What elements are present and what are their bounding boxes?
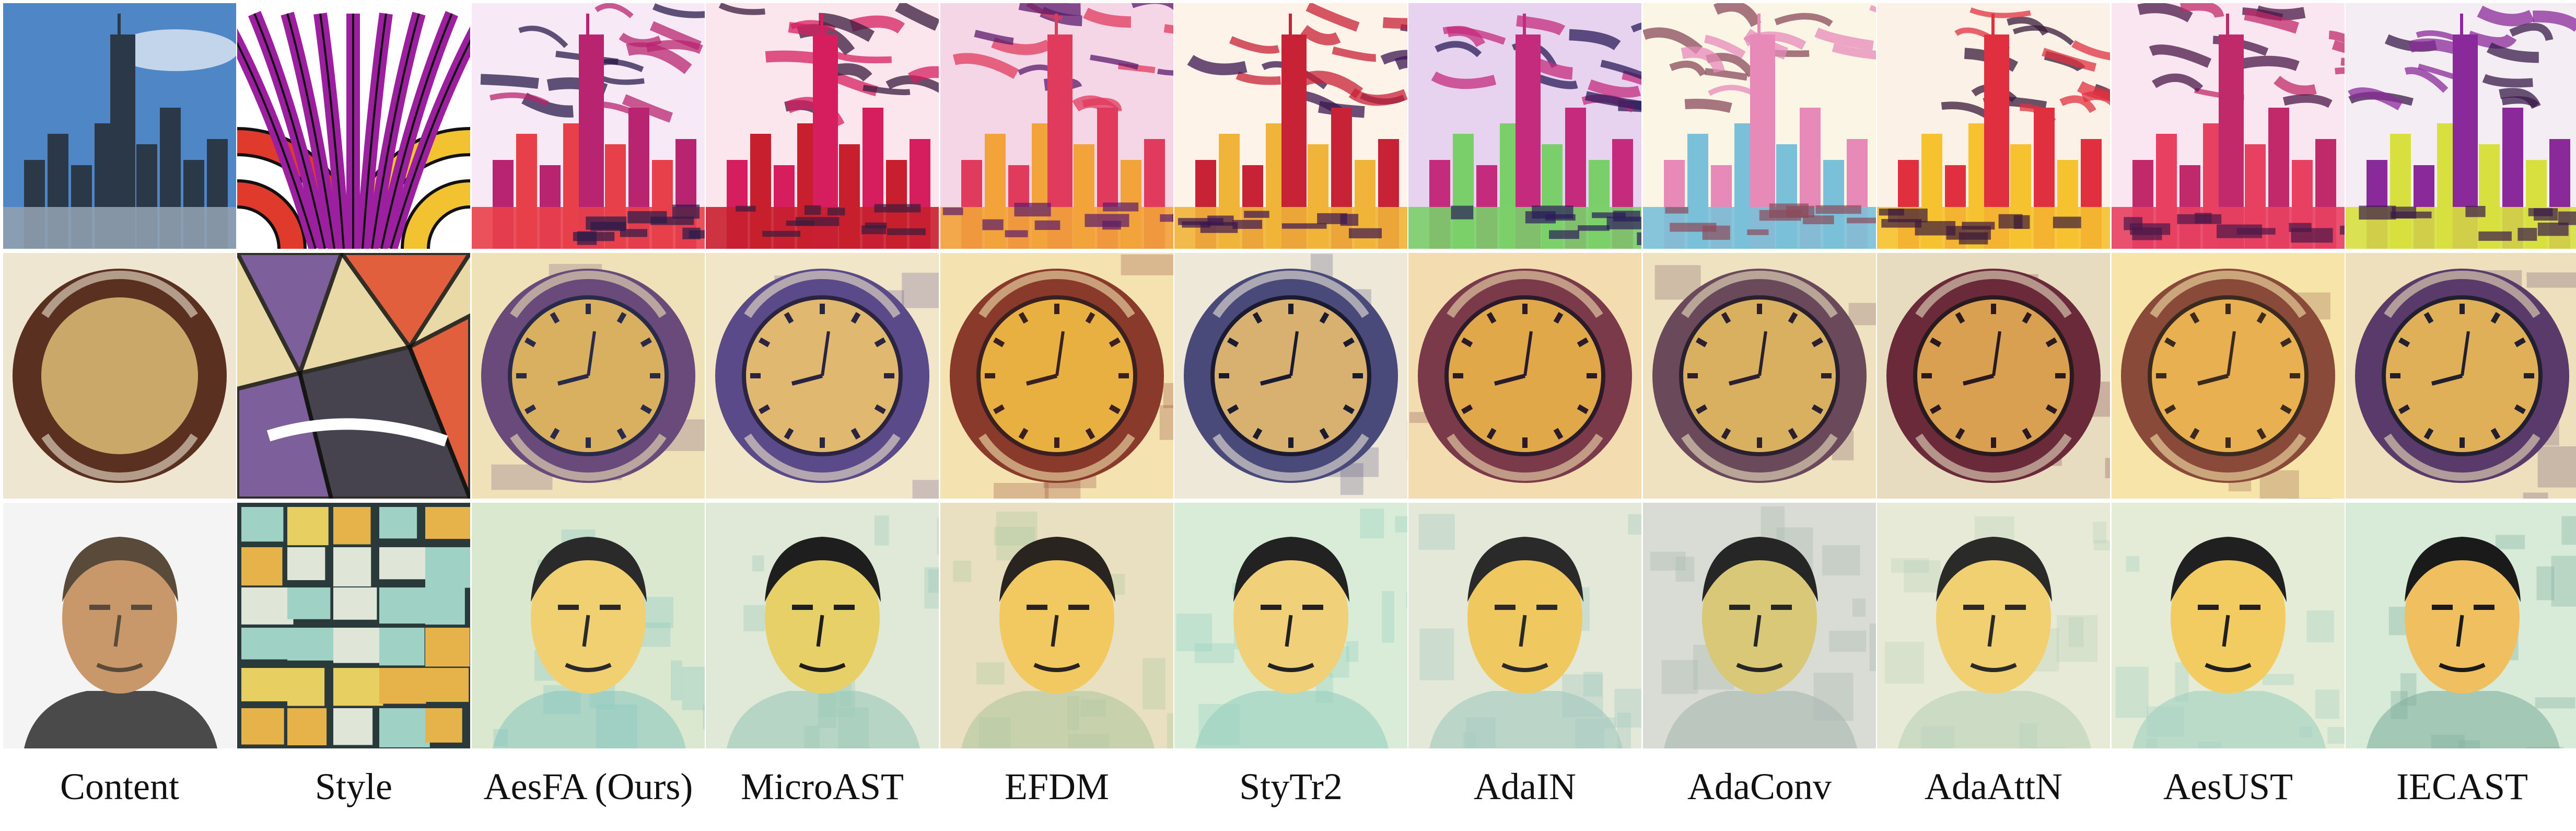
image-portrait-svg [1877,503,2110,748]
image-city-skyline-result-10 [2346,3,2576,249]
image-portrait-svg [3,503,236,748]
image-clock-svg [3,253,236,499]
column-label-1: Style [314,766,392,807]
image-city-skyline-svg [2112,3,2345,249]
image-portrait-svg [2346,503,2576,748]
image-portrait-svg [1408,503,1641,748]
column-label-6: AdaIN [1474,766,1576,807]
image-clock-result-2 [472,253,705,499]
image-city-skyline-content-0 [3,3,236,249]
image-portrait-svg [940,503,1173,748]
image-clock-result-9 [2112,253,2345,499]
image-city-skyline-svg [1877,3,2110,249]
image-portrait-style-1 [237,503,470,748]
column-label-7: AdaConv [1687,766,1832,807]
image-clock-svg [2112,253,2345,499]
image-city-skyline-svg [706,3,939,249]
image-city-skyline-svg [2346,3,2576,249]
image-city-skyline-result-5 [1174,3,1407,249]
image-clock-svg [237,253,470,499]
image-clock-result-6 [1408,253,1641,499]
image-portrait-content-0 [3,503,236,748]
column-label-8: AdaAttN [1925,766,2062,807]
column-label-4: EFDM [1004,766,1110,807]
column-label-0: Content [60,766,179,807]
column-label-2: AesFA (Ours) [483,766,693,807]
image-portrait-svg [2112,503,2345,748]
column-label-10: IECAST [2396,766,2528,807]
image-city-skyline-result-7 [1643,3,1876,249]
column-label-9: AesUST [2163,766,2293,807]
image-clock-result-10 [2346,253,2576,499]
image-clock-svg [1643,253,1876,499]
image-clock-svg [706,253,939,499]
image-portrait-result-7 [1643,503,1876,748]
image-city-skyline-result-2 [472,3,705,249]
image-city-skyline-svg [1643,3,1876,249]
image-clock-result-5 [1174,253,1407,499]
image-portrait-result-6 [1408,503,1641,748]
image-city-skyline-svg [3,3,236,249]
image-portrait-result-9 [2112,503,2345,748]
image-portrait-result-4 [940,503,1173,748]
image-portrait-result-8 [1877,503,2110,748]
image-clock-svg [472,253,705,499]
image-city-skyline-result-3 [706,3,939,249]
image-city-skyline-svg [940,3,1173,249]
image-clock-result-7 [1643,253,1876,499]
image-city-skyline-result-6 [1408,3,1641,249]
image-clock-content-0 [3,253,236,499]
image-portrait-svg [706,503,939,748]
image-city-skyline-svg [237,3,470,249]
image-clock-result-4 [940,253,1173,499]
image-city-skyline-style-1 [237,3,470,249]
image-portrait-result-10 [2346,503,2576,748]
image-city-skyline-svg [472,3,705,249]
image-city-skyline-svg [1174,3,1407,249]
image-city-skyline-result-8 [1877,3,2110,249]
image-clock-svg [1408,253,1641,499]
image-portrait-svg [1643,503,1876,748]
image-city-skyline-result-4 [940,3,1173,249]
column-label-3: MicroAST [741,766,904,807]
image-portrait-svg [472,503,705,748]
image-city-skyline-svg [1408,3,1641,249]
image-clock-svg [1174,253,1407,499]
image-clock-svg [1877,253,2110,499]
image-clock-result-3 [706,253,939,499]
image-portrait-svg [237,503,470,748]
image-portrait-result-2 [472,503,705,748]
column-label-5: StyTr2 [1239,766,1343,807]
image-city-skyline-result-9 [2112,3,2345,249]
image-portrait-svg [1174,503,1407,748]
image-clock-result-8 [1877,253,2110,499]
image-clock-svg [2346,253,2576,499]
image-portrait-result-5 [1174,503,1407,748]
image-portrait-result-3 [706,503,939,748]
image-clock-svg [940,253,1173,499]
image-clock-style-1 [237,253,470,499]
